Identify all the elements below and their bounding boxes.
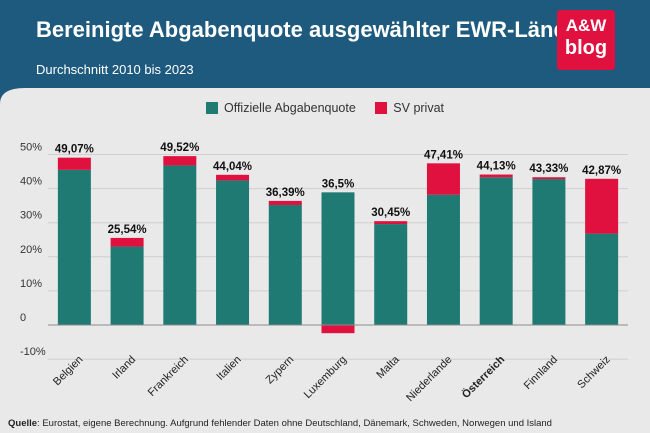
x-tick-label: Irland	[110, 354, 138, 382]
data-label: 36,39%	[266, 187, 305, 199]
source-text: : Eurostat, eigene Berechnung. Aufgrund …	[37, 418, 552, 429]
legend-item-official: Offizielle Abgabenquote	[205, 101, 356, 115]
data-label: 49,07%	[55, 144, 94, 156]
source-note: Quelle: Eurostat, eigene Berechnung. Auf…	[8, 418, 552, 429]
bar-sv-privat	[585, 178, 619, 234]
bar-sv-privat	[479, 174, 513, 178]
bar-sv-privat	[216, 174, 250, 181]
x-tick-label: Italien	[214, 354, 243, 383]
legend-swatch-official	[205, 102, 218, 114]
data-label: 49,52%	[160, 142, 199, 154]
legend-label-official: Offizielle Abgabenquote	[223, 101, 356, 115]
bar-official	[321, 192, 355, 325]
header-banner	[0, 0, 650, 110]
logo-line1: A&W	[565, 16, 607, 35]
page-subtitle: Durchschnitt 2010 bis 2023	[36, 62, 194, 77]
data-label: 47,41%	[424, 149, 463, 161]
page-title: Bereinigte Abgabenquote ausgewählter EWR…	[36, 17, 588, 42]
bar-sv-privat	[532, 177, 566, 180]
data-label: 43,33%	[529, 163, 568, 175]
x-tick-label: Niederlande	[404, 354, 454, 404]
source-label: Quelle	[8, 418, 38, 429]
bar-official	[216, 180, 250, 325]
data-label: 44,04%	[213, 161, 252, 173]
bar-sv-privat	[374, 221, 408, 225]
bar-sv-privat	[163, 156, 197, 166]
bar-official	[532, 179, 566, 325]
bar-official	[57, 169, 91, 325]
y-tick-label: 50%	[20, 142, 42, 154]
legend-swatch-sv-privat	[375, 102, 388, 114]
bar-official	[110, 246, 144, 325]
bar-sv-privat	[321, 325, 355, 334]
aw-blog-logo[interactable]: A&W blog	[557, 10, 615, 70]
x-tick-label: Malta	[374, 353, 402, 381]
x-tick-label: Zypern	[264, 354, 297, 387]
logo-line2: blog	[564, 37, 608, 59]
legend-item-sv-privat: SV privat	[375, 101, 444, 115]
y-tick-label: 40%	[20, 176, 42, 188]
data-label: 36,5%	[322, 178, 355, 190]
bar-official	[374, 224, 408, 325]
bar-sv-privat	[57, 157, 91, 170]
data-label: 30,45%	[371, 207, 410, 219]
legend-label-sv-privat: SV privat	[393, 101, 445, 115]
bar-sv-privat	[426, 163, 460, 195]
bar-sv-privat	[110, 237, 144, 247]
bar-official	[426, 194, 460, 325]
bar-official	[479, 177, 513, 325]
data-label: 25,54%	[108, 224, 147, 236]
bar-official	[268, 204, 302, 325]
data-label: 42,87%	[582, 165, 621, 177]
x-tick-label: Luxemburg	[302, 354, 349, 401]
chart-legend: Offizielle Abgabenquote SV privat	[0, 101, 650, 117]
x-tick-label: Österreich	[459, 353, 507, 401]
header-background	[0, 0, 650, 104]
y-tick-label: 20%	[20, 244, 42, 256]
y-tick-label: 10%	[20, 278, 42, 290]
data-label: 44,13%	[477, 161, 516, 173]
bar-official	[163, 165, 197, 325]
x-tick-label: Frankreich	[146, 354, 191, 399]
y-tick-label: -10%	[20, 346, 46, 358]
y-tick-label: 30%	[20, 210, 42, 222]
y-tick-label: 0	[20, 312, 26, 324]
bar-sv-privat	[268, 200, 302, 205]
bar-official	[585, 233, 619, 325]
